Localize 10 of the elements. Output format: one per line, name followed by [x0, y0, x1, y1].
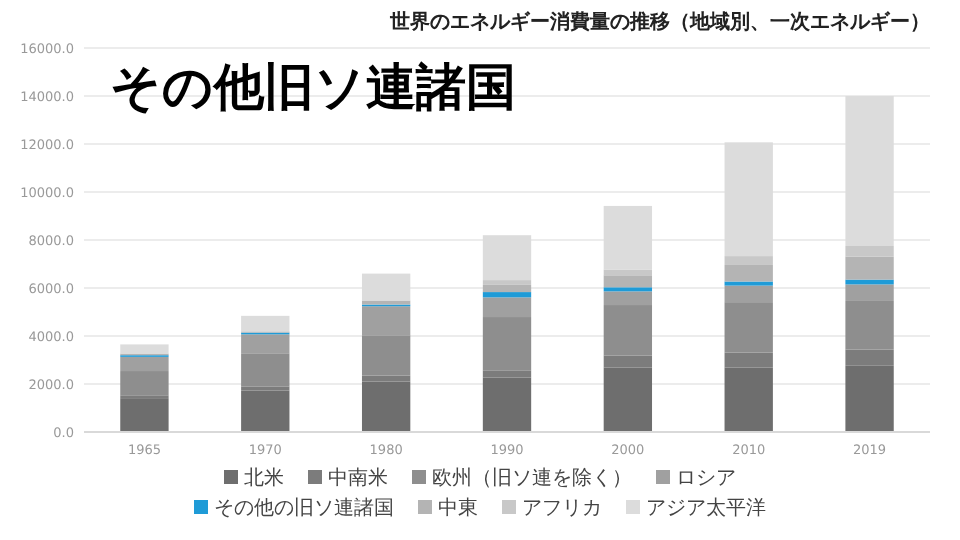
legend-label: 北米 [244, 466, 284, 490]
chart-title: 世界のエネルギー消費量の推移（地域別、一次エネルギー） [388, 10, 930, 34]
legend-label: アジア太平洋 [646, 496, 766, 520]
legend-label: アフリカ [522, 498, 602, 520]
legend-label: 中東 [438, 496, 478, 520]
legend-label: ロシア [676, 468, 736, 490]
legend-label: その他の旧ソ連諸国 [214, 496, 394, 520]
legend-label: 欧州（旧ソ連を除く） [432, 466, 632, 490]
annotation: その他旧ソ連諸国 [110, 58, 516, 116]
legend-label: 中南米 [328, 466, 388, 490]
